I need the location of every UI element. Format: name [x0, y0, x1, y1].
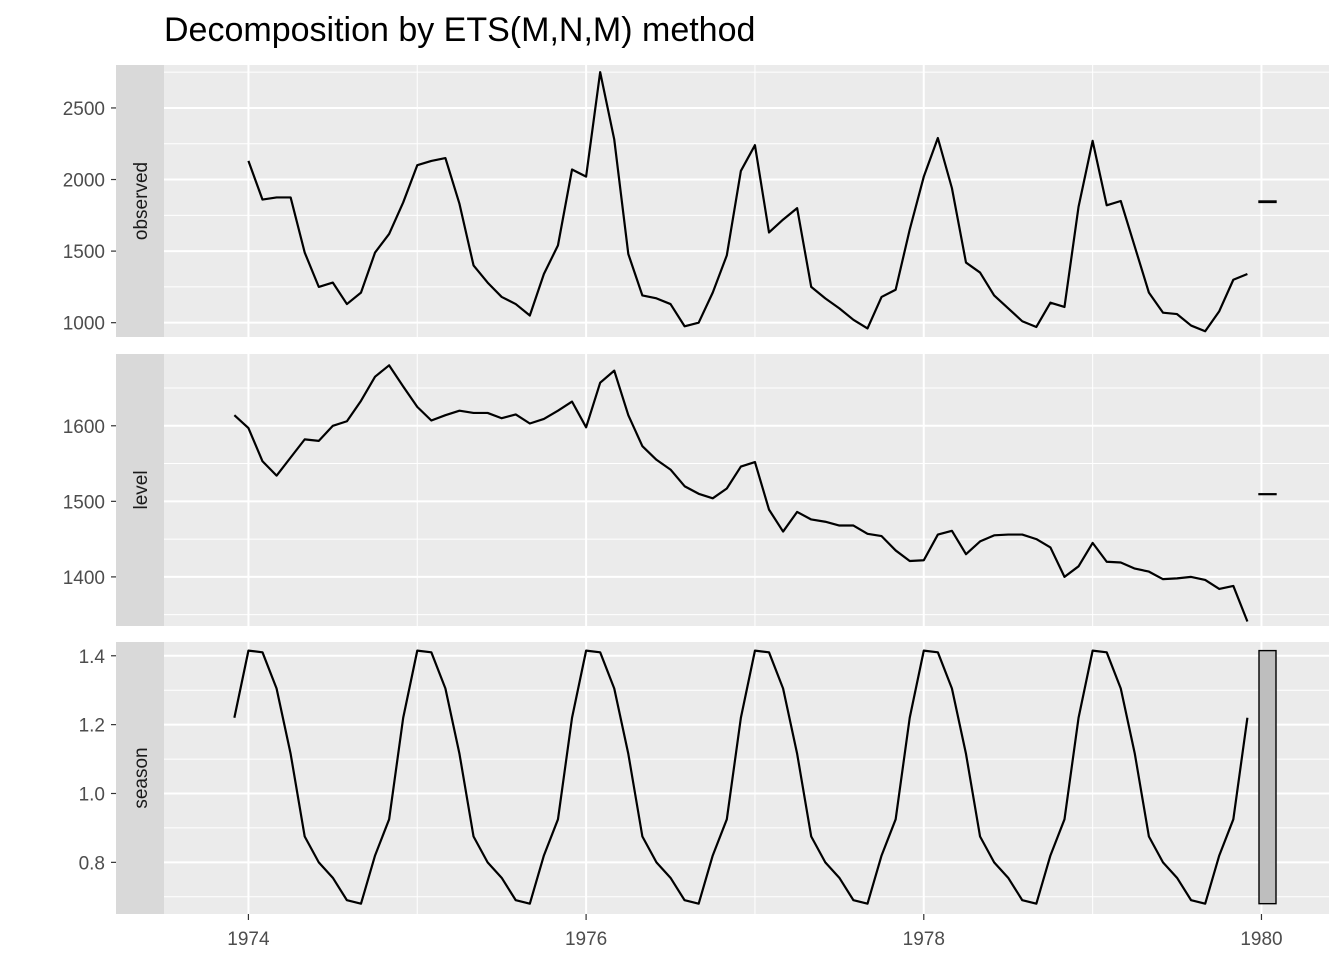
y-tick-label: 1.0	[79, 784, 105, 805]
x-tick-label: 1978	[903, 929, 945, 950]
series-line-observed	[247, 71, 1248, 333]
y-tick-label: 0.8	[79, 853, 105, 874]
y-tick-label: 1600	[63, 417, 105, 438]
panel-bg-observed	[164, 65, 1329, 337]
y-tick-label: 1400	[63, 568, 105, 589]
series-line-season	[233, 649, 1249, 905]
strip-season	[116, 642, 164, 914]
strip-label-level: level	[131, 470, 152, 509]
range-bar-season	[1258, 649, 1277, 905]
range-bar-level	[1258, 493, 1277, 496]
x-tick-label: 1980	[1240, 929, 1282, 950]
panels: observed 1000 1500 2000 2500 level 1400 1500 160…	[63, 65, 1329, 914]
y-tick-label: 1500	[63, 242, 105, 263]
y-tick-label: 1.2	[79, 716, 105, 737]
panel-bg-season	[164, 642, 1329, 914]
x-axis: 1974 1976 1978 1980	[227, 914, 1283, 950]
strip-label-season: season	[131, 747, 152, 808]
panel-level: level 1400 1500 1600	[63, 354, 1329, 626]
y-tick-label: 1500	[63, 492, 105, 513]
y-tick-label: 1000	[63, 314, 105, 335]
y-tick-label: 2500	[63, 99, 105, 120]
strip-observed	[116, 65, 164, 337]
chart-title: Decomposition by ETS(M,N,M) method	[164, 11, 755, 49]
y-tick-label: 2000	[63, 171, 105, 192]
series-line-level	[233, 364, 1249, 622]
panel-bg-level	[164, 354, 1329, 626]
y-tick-label: 1.4	[79, 647, 106, 668]
strip-label-observed: observed	[131, 162, 152, 240]
x-tick-label: 1974	[227, 929, 270, 950]
panel-season: season 0.8 1.0 1.2 1.4	[79, 642, 1329, 914]
range-bar-observed	[1258, 200, 1277, 204]
panel-observed: observed 1000 1500 2000 2500	[63, 65, 1329, 337]
strip-level	[116, 354, 164, 626]
x-tick-label: 1976	[565, 929, 607, 950]
